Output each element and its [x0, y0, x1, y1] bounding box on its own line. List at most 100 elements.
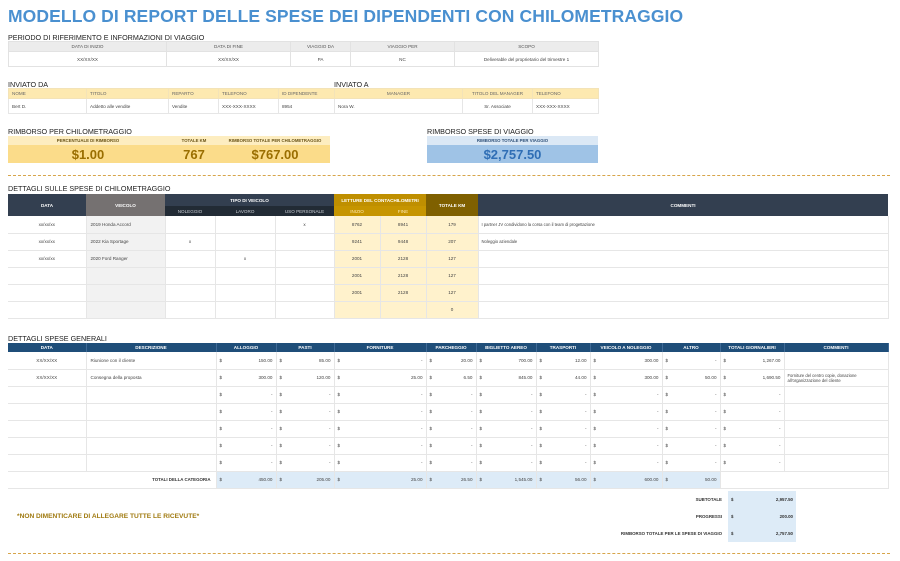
- description-cell[interactable]: [86, 403, 217, 421]
- amount-cell[interactable]: $ -: [476, 437, 537, 455]
- work-cell[interactable]: x: [215, 250, 276, 268]
- vehicle-cell[interactable]: [86, 301, 166, 319]
- comment-cell[interactable]: I partner JV condividono la corsa con il…: [478, 216, 889, 234]
- description-cell[interactable]: [86, 386, 217, 404]
- amount-cell[interactable]: $20.00: [426, 352, 477, 370]
- phone-cell[interactable]: XXX-XXX-XXXX: [218, 98, 279, 114]
- rental-cell[interactable]: [165, 284, 216, 302]
- odo-end-cell[interactable]: 8941: [380, 216, 427, 234]
- odo-end-cell[interactable]: 2128: [380, 284, 427, 302]
- date-cell[interactable]: xx/xx/xx: [8, 216, 87, 234]
- amount-cell[interactable]: $ -: [662, 403, 721, 421]
- date-cell[interactable]: XX/XX/XX: [8, 352, 87, 370]
- odo-end-cell[interactable]: 2128: [380, 250, 427, 268]
- comment-cell[interactable]: [784, 454, 889, 472]
- amount-cell[interactable]: $ -: [276, 386, 335, 404]
- amount-cell[interactable]: $ -: [334, 437, 427, 455]
- amount-cell[interactable]: $ -: [334, 420, 427, 438]
- odo-end-cell[interactable]: [380, 301, 427, 319]
- comment-cell[interactable]: [784, 437, 889, 455]
- amount-cell[interactable]: $ -: [276, 454, 335, 472]
- rental-cell[interactable]: [165, 267, 216, 285]
- work-cell[interactable]: [215, 301, 276, 319]
- description-cell[interactable]: [86, 454, 217, 472]
- purpose-cell[interactable]: Deliverable del proprietario del trimest…: [454, 51, 599, 67]
- odo-start-cell[interactable]: 2001: [334, 250, 381, 268]
- amount-cell[interactable]: $845.00: [476, 369, 537, 387]
- date-cell[interactable]: [8, 403, 87, 421]
- work-cell[interactable]: [215, 267, 276, 285]
- start-date-cell[interactable]: XX/XX/XX: [8, 51, 167, 67]
- amount-cell[interactable]: $ -: [276, 437, 335, 455]
- amount-cell[interactable]: $ -: [216, 437, 277, 455]
- rental-cell[interactable]: [165, 301, 216, 319]
- manager-title-cell[interactable]: Sr. Associate: [462, 98, 533, 114]
- comment-cell[interactable]: [478, 250, 889, 268]
- amount-cell[interactable]: $50.00: [662, 369, 721, 387]
- odo-start-cell[interactable]: 9241: [334, 233, 381, 251]
- amount-cell[interactable]: $ -: [334, 352, 427, 370]
- advances-value[interactable]: $200.00: [728, 508, 796, 525]
- amount-cell[interactable]: $ -: [536, 420, 591, 438]
- date-cell[interactable]: [8, 420, 87, 438]
- reimb-rate-value[interactable]: $1.00: [8, 145, 168, 163]
- amount-cell[interactable]: $12.00: [536, 352, 591, 370]
- manager-cell[interactable]: Nora W.: [334, 98, 463, 114]
- personal-cell[interactable]: [275, 233, 335, 251]
- amount-cell[interactable]: $300.00: [216, 369, 277, 387]
- description-cell[interactable]: [86, 437, 217, 455]
- comment-cell[interactable]: Forniture del centro copie, donazione al…: [784, 369, 889, 387]
- work-cell[interactable]: [215, 216, 276, 234]
- amount-cell[interactable]: $ -: [476, 420, 537, 438]
- amount-cell[interactable]: $ -: [536, 437, 591, 455]
- amount-cell[interactable]: $ -: [476, 403, 537, 421]
- amount-cell[interactable]: $ -: [590, 454, 663, 472]
- comment-cell[interactable]: [784, 420, 889, 438]
- amount-cell[interactable]: $44.00: [536, 369, 591, 387]
- odo-start-cell[interactable]: 2001: [334, 284, 381, 302]
- date-cell[interactable]: [8, 301, 87, 319]
- date-cell[interactable]: [8, 267, 87, 285]
- date-cell[interactable]: xx/xx/xx: [8, 250, 87, 268]
- personal-cell[interactable]: [275, 301, 335, 319]
- comment-cell[interactable]: [784, 352, 889, 370]
- personal-cell[interactable]: x: [275, 216, 335, 234]
- amount-cell[interactable]: $ -: [662, 437, 721, 455]
- rental-cell[interactable]: [165, 250, 216, 268]
- work-cell[interactable]: [215, 233, 276, 251]
- amount-cell[interactable]: $ -: [276, 403, 335, 421]
- amount-cell[interactable]: $85.00: [276, 352, 335, 370]
- description-cell[interactable]: [86, 420, 217, 438]
- comment-cell[interactable]: [478, 267, 889, 285]
- amount-cell[interactable]: $ -: [590, 420, 663, 438]
- amount-cell[interactable]: $150.00: [216, 352, 277, 370]
- description-cell[interactable]: Consegna della proposta: [86, 369, 217, 387]
- amount-cell[interactable]: $ -: [426, 386, 477, 404]
- amount-cell[interactable]: $ -: [662, 386, 721, 404]
- date-cell[interactable]: [8, 437, 87, 455]
- amount-cell[interactable]: $ -: [426, 420, 477, 438]
- comment-cell[interactable]: [478, 301, 889, 319]
- amount-cell[interactable]: $ -: [590, 403, 663, 421]
- odo-start-cell[interactable]: 8762: [334, 216, 381, 234]
- amount-cell[interactable]: $ -: [590, 386, 663, 404]
- manager-phone-cell[interactable]: XXX-XXX-XXXX: [532, 98, 599, 114]
- comment-cell[interactable]: [784, 403, 889, 421]
- department-cell[interactable]: Vendite: [168, 98, 219, 114]
- date-cell[interactable]: [8, 284, 87, 302]
- comment-cell[interactable]: [784, 386, 889, 404]
- vehicle-cell[interactable]: 2022 Kia Sportage: [86, 233, 166, 251]
- personal-cell[interactable]: [275, 284, 335, 302]
- personal-cell[interactable]: [275, 267, 335, 285]
- date-cell[interactable]: [8, 454, 87, 472]
- date-cell[interactable]: xx/xx/xx: [8, 233, 87, 251]
- amount-cell[interactable]: $ -: [334, 386, 427, 404]
- amount-cell[interactable]: $ -: [334, 454, 427, 472]
- amount-cell[interactable]: $ -: [276, 420, 335, 438]
- amount-cell[interactable]: $ -: [216, 386, 277, 404]
- amount-cell[interactable]: $ -: [662, 352, 721, 370]
- amount-cell[interactable]: $ -: [334, 403, 427, 421]
- amount-cell[interactable]: $ -: [662, 420, 721, 438]
- employee-id-cell[interactable]: 8954: [278, 98, 335, 114]
- vehicle-cell[interactable]: 2019 Honda Accord: [86, 216, 166, 234]
